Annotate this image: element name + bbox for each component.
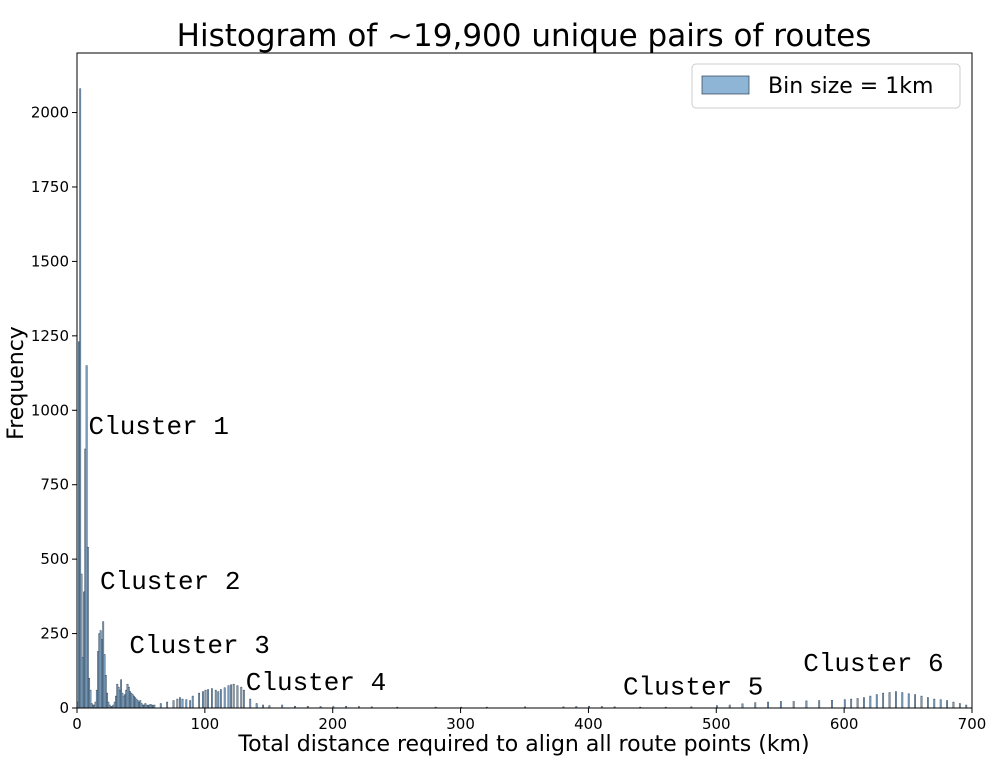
histogram-bar	[181, 698, 184, 709]
histogram-bar	[198, 692, 200, 709]
bars-group	[76, 88, 968, 709]
x-tick-label: 200	[318, 715, 347, 733]
histogram-bar	[166, 701, 169, 709]
histogram-bar	[217, 691, 220, 709]
y-tick-label: 2000	[31, 104, 69, 122]
histogram-bar	[850, 698, 853, 709]
histogram-bar	[869, 695, 872, 709]
x-tick-label: 500	[702, 715, 731, 733]
y-tick-label: 1250	[31, 327, 69, 345]
histogram-bar	[933, 698, 936, 709]
histogram-bar	[907, 693, 910, 709]
histogram-bar	[939, 699, 942, 709]
histogram-bar	[172, 700, 175, 709]
y-tick-label: 0	[59, 699, 69, 717]
histogram-bar	[249, 698, 252, 709]
cluster-annotation: Cluster 6	[803, 649, 943, 679]
histogram-bar	[914, 694, 916, 709]
y-tick-label: 750	[40, 476, 69, 494]
histogram-bar	[204, 689, 207, 709]
x-tick-label: 700	[958, 715, 987, 733]
histogram-bar	[895, 691, 897, 709]
histogram-bar	[179, 697, 181, 709]
histogram-bar	[214, 689, 217, 709]
x-tick-label: 100	[191, 715, 220, 733]
histogram-bar	[888, 692, 891, 709]
histogram-bar	[242, 689, 245, 709]
y-axis-label: Frequency	[4, 326, 29, 440]
histogram-bar	[227, 685, 230, 709]
histogram-bar	[754, 702, 757, 709]
legend-label: Bin size = 1km	[768, 74, 933, 99]
histogram-bar	[927, 697, 929, 709]
histogram-bar	[831, 700, 833, 709]
y-tick-label: 500	[40, 550, 69, 568]
histogram-bar	[230, 684, 232, 709]
histogram-bar	[875, 694, 878, 709]
y-tick-label: 250	[40, 625, 69, 643]
histogram-bar	[767, 701, 769, 709]
y-axis-ticks: 0 250 500 750 1000 1250 1500 1750 2000	[31, 104, 77, 717]
cluster-annotation: Cluster 4	[246, 668, 386, 698]
histogram-bar	[207, 689, 209, 709]
histogram-bar	[202, 691, 204, 709]
histogram-bar	[211, 688, 213, 709]
histogram-bar	[792, 701, 795, 709]
histogram-bar	[805, 700, 808, 709]
histogram-bar	[958, 703, 961, 709]
histogram-bar	[882, 692, 885, 709]
histogram-bar	[952, 701, 955, 709]
histogram-bar	[189, 700, 192, 709]
histogram-bar	[863, 697, 865, 709]
y-tick-label: 1000	[31, 401, 69, 419]
histogram-bar	[223, 687, 226, 709]
x-tick-label: 0	[72, 715, 82, 733]
plot-frame	[76, 52, 973, 709]
x-tick-label: 400	[574, 715, 603, 733]
cluster-annotation: Cluster 3	[129, 631, 269, 661]
histogram-bar	[240, 686, 243, 709]
x-axis-ticks: 0 100 200 300 400 500 600 700	[72, 708, 986, 733]
histogram-bar	[185, 699, 188, 709]
histogram-bar	[176, 698, 179, 709]
histogram-bar	[236, 685, 239, 709]
legend-box	[691, 63, 961, 109]
cluster-annotation: Cluster 2	[100, 567, 240, 597]
chart-title: Histogram of ~19,900 unique pairs of rou…	[177, 18, 872, 54]
legend-swatch	[701, 75, 750, 95]
x-tick-label: 600	[830, 715, 859, 733]
histogram-bar	[159, 703, 162, 709]
histogram-bar	[232, 683, 235, 709]
histogram-bar	[920, 695, 923, 709]
histogram-bar	[856, 698, 859, 709]
histogram-bar	[255, 703, 258, 709]
y-tick-label: 1500	[31, 252, 69, 270]
histogram-bar	[219, 689, 222, 709]
cluster-annotation: Cluster 1	[89, 412, 229, 442]
cluster-annotation: Cluster 5	[623, 673, 763, 703]
histogram-bar	[191, 695, 194, 709]
histogram-bar	[818, 700, 821, 709]
cluster-annotations: Cluster 1 Cluster 2 Cluster 3 Cluster 4 Clus…	[89, 412, 944, 703]
histogram-bar	[779, 701, 782, 709]
histogram-bar	[946, 700, 948, 709]
histogram-bar	[741, 703, 744, 709]
histogram-bar	[901, 692, 904, 709]
legend: Bin size = 1km	[691, 63, 961, 109]
histogram-bar	[843, 699, 846, 709]
y-tick-label: 1750	[31, 178, 69, 196]
x-axis-label: Total distance required to align all rou…	[237, 732, 809, 757]
x-tick-label: 300	[446, 715, 475, 733]
